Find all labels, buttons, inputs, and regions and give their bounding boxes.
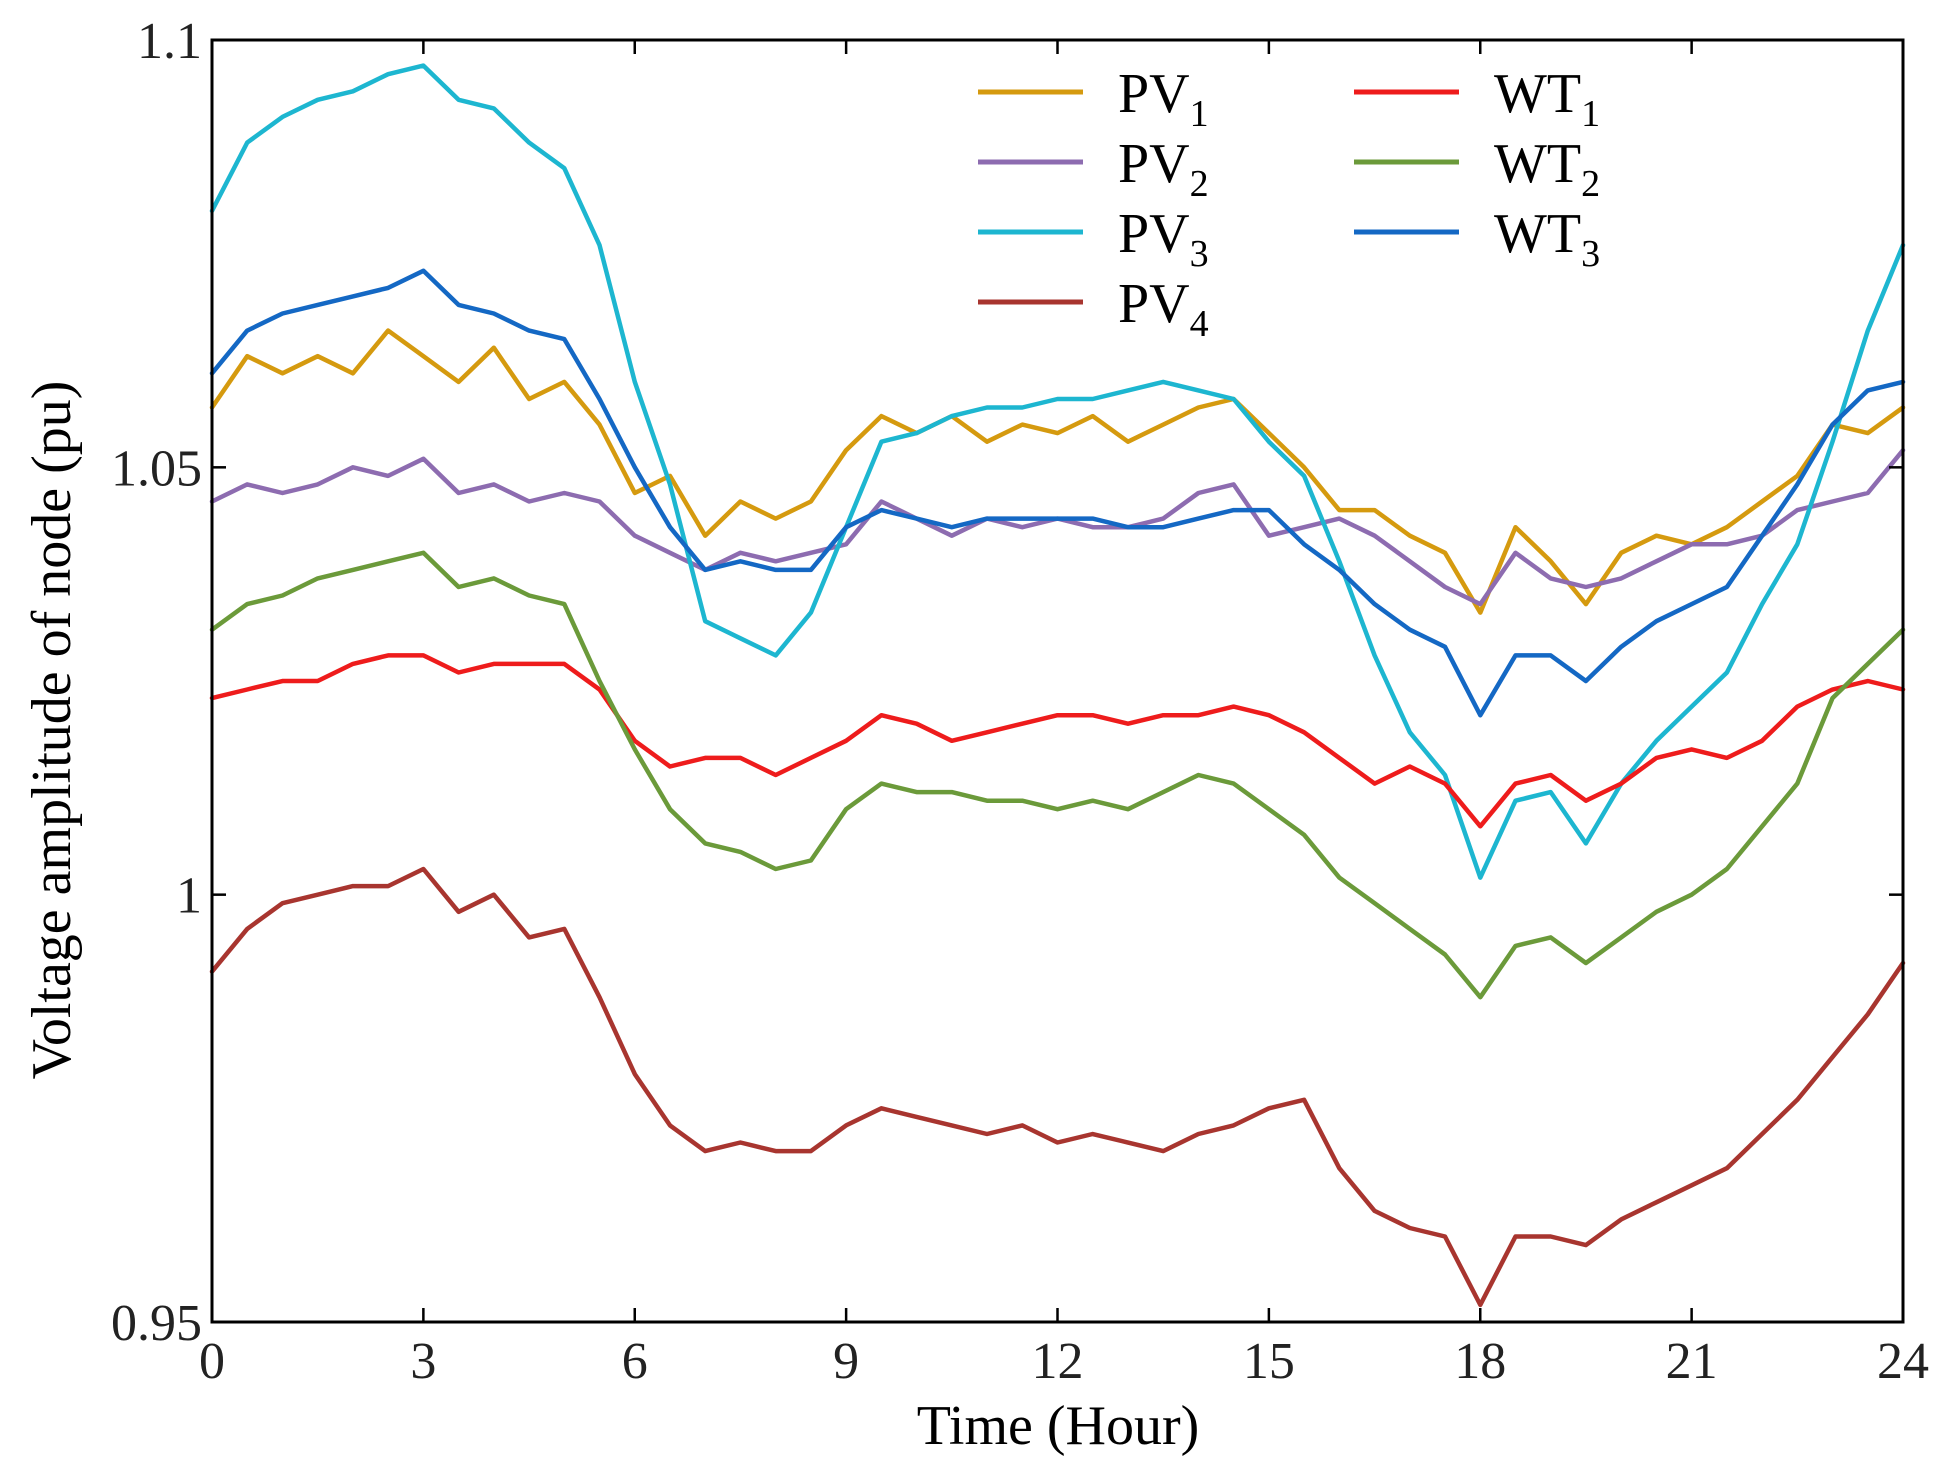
x-tick-label: 18 [1454, 1333, 1506, 1390]
legend-label: WT2 [1494, 133, 1600, 205]
y-tick-label: 1.05 [111, 440, 202, 497]
legend-entry-pv3: PV3 [978, 203, 1209, 275]
legend-entry-wt3: WT3 [1354, 203, 1600, 275]
legend-entry-wt1: WT1 [1354, 63, 1600, 135]
x-tick-label: 0 [199, 1333, 225, 1390]
series-line-wt1 [209, 653, 1906, 829]
y-tick-label: 1.1 [137, 13, 202, 70]
legend-label: PV3 [1118, 203, 1209, 275]
tick-layer: 0 3 6 9 12 15 18 21 24 0.95 1 1.05 1.1 [111, 13, 1929, 1390]
x-tick-label: 3 [410, 1333, 436, 1390]
x-tick-label: 21 [1666, 1333, 1718, 1390]
y-tick-label: 1 [176, 868, 202, 925]
legend-entry-pv1: PV1 [978, 63, 1209, 135]
series-line-pv2 [209, 447, 1906, 607]
series-line-wt2 [209, 550, 1906, 1000]
legend-entry-pv4: PV4 [978, 273, 1209, 345]
legend-entry-wt2: WT2 [1354, 133, 1600, 205]
x-tick-label: 6 [622, 1333, 648, 1390]
x-tick-label: 9 [833, 1333, 859, 1390]
x-tick-label: 12 [1032, 1333, 1084, 1390]
series-line-wt3 [209, 268, 1906, 718]
x-tick-label: 24 [1877, 1333, 1929, 1390]
x-tick-label: 15 [1243, 1333, 1295, 1390]
legend-entry-pv2: PV2 [978, 133, 1209, 205]
y-tick-label: 0.95 [111, 1295, 202, 1352]
x-axis-title: Time (Hour) [917, 1395, 1200, 1457]
series-line-pv1 [209, 328, 1906, 615]
legend-label: PV2 [1118, 133, 1209, 205]
legend-label: PV1 [1118, 63, 1209, 135]
series-layer [209, 63, 1906, 1308]
series-line-pv4 [209, 866, 1906, 1308]
legend-label: WT3 [1494, 203, 1600, 275]
y-axis-title: Voltage amplitude of node (pu) [21, 381, 83, 1080]
legend-label: PV4 [1118, 273, 1209, 345]
series-line-pv3 [209, 63, 1906, 880]
legend-label: WT1 [1494, 63, 1600, 135]
